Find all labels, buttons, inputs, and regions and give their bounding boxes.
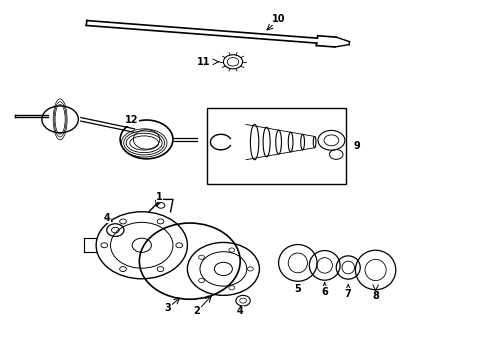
Text: 1: 1 bbox=[156, 192, 163, 202]
Text: 2: 2 bbox=[194, 306, 200, 316]
Text: 10: 10 bbox=[272, 14, 285, 24]
Text: 9: 9 bbox=[353, 141, 360, 150]
Text: 3: 3 bbox=[165, 303, 172, 313]
Text: 5: 5 bbox=[294, 284, 301, 294]
Text: 12: 12 bbox=[125, 115, 139, 125]
Bar bbox=[207, 108, 346, 184]
Text: 7: 7 bbox=[345, 289, 352, 299]
Text: 8: 8 bbox=[372, 292, 379, 301]
Text: 6: 6 bbox=[321, 287, 328, 297]
Text: 11: 11 bbox=[197, 57, 211, 67]
Text: 4: 4 bbox=[237, 306, 244, 316]
Text: 4: 4 bbox=[103, 213, 110, 223]
